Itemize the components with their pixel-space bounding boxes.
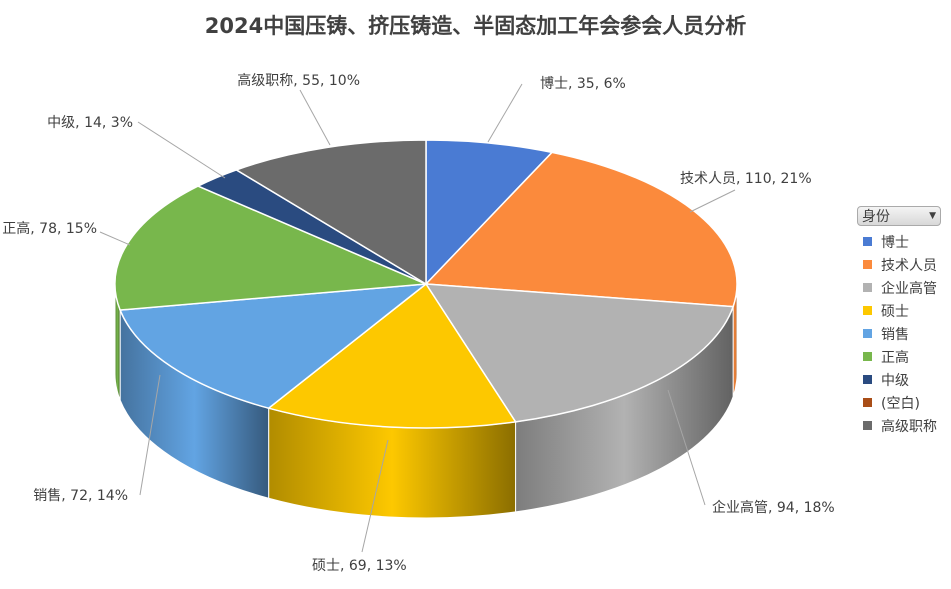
pie-slice[interactable] — [425, 139, 554, 286]
dropdown-arrow-icon: ▼ — [929, 211, 936, 221]
legend-swatch — [863, 421, 872, 430]
legend-swatch — [863, 237, 872, 246]
legend-item: 博士 — [857, 230, 941, 253]
legend-item: 技术人员 — [857, 253, 941, 276]
legend-label: 博士 — [881, 234, 909, 251]
leader-line — [689, 189, 736, 213]
legend-swatch — [863, 375, 872, 384]
legend-item: 硕士 — [857, 299, 941, 322]
legend-item: 企业高管 — [857, 276, 941, 299]
leader-line — [667, 389, 706, 506]
legend-label: 企业高管 — [881, 280, 937, 297]
legend-label: 硕士 — [881, 303, 909, 320]
legend-label: 销售 — [881, 326, 909, 343]
legend: 身份 ▼ 博士技术人员企业高管硕士销售正高中级 (空白) 高级职称 — [857, 206, 941, 437]
legend-item: (空白) — [857, 391, 941, 414]
leader-line — [487, 83, 523, 143]
data-label: 高级职称, 55, 10% — [237, 72, 360, 89]
data-label: 企业高管, 94, 18% — [712, 499, 835, 516]
legend-swatch — [863, 260, 872, 269]
data-label: 销售, 72, 14% — [33, 488, 128, 504]
legend-swatch — [863, 306, 872, 315]
pie-slice[interactable] — [424, 151, 738, 308]
legend-label: 高级职称 — [881, 418, 937, 435]
data-label: 技术人员, 110, 21% — [680, 171, 812, 187]
leader-line — [361, 439, 389, 553]
leader-line — [139, 374, 161, 496]
data-label: 硕士, 69, 13% — [312, 558, 407, 574]
legend-filter-dropdown[interactable]: 身份 ▼ — [857, 206, 941, 226]
legend-title: 身份 — [862, 209, 890, 225]
legend-swatch — [863, 352, 872, 361]
pie-slice[interactable] — [234, 139, 427, 286]
legend-swatch — [863, 283, 872, 292]
pie-slice[interactable] — [266, 282, 517, 429]
data-label: 中级, 14, 3% — [47, 115, 133, 131]
pie-slice[interactable] — [119, 283, 429, 410]
legend-item: 中级 — [857, 368, 941, 391]
leader-line — [99, 231, 131, 246]
leader-line — [137, 121, 226, 179]
legend-swatch — [863, 398, 872, 407]
legend-label: 正高 — [881, 349, 909, 366]
legend-item: 高级职称 — [857, 414, 941, 437]
pie-slice[interactable] — [424, 283, 735, 423]
legend-swatch — [863, 329, 872, 338]
legend-item: 正高 — [857, 345, 941, 368]
legend-item: 销售 — [857, 322, 941, 345]
legend-label: (空白) — [881, 395, 920, 412]
chart-title: 2024中国压铸、挤压铸造、半固态加工年会参会人员分析 — [204, 14, 747, 38]
leader-line — [299, 89, 331, 146]
data-label: 博士, 35, 6% — [540, 75, 626, 92]
legend-label: 中级 — [881, 372, 909, 389]
data-label: 正高, 78, 15% — [2, 220, 97, 237]
legend-label: 技术人员 — [881, 257, 937, 274]
